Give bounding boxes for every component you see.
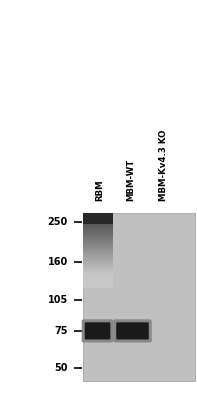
Text: MBM-WT: MBM-WT [126, 159, 136, 201]
Bar [83, 227, 113, 229]
Bar [83, 241, 113, 243]
Bar [83, 213, 113, 215]
Bar [83, 223, 113, 224]
Bar [83, 265, 113, 267]
Bar [83, 282, 113, 283]
Bar [83, 272, 113, 273]
FancyBboxPatch shape [85, 322, 110, 340]
Bar [83, 256, 113, 257]
Bar [83, 249, 113, 251]
Bar [83, 230, 113, 231]
Bar [83, 251, 113, 253]
Bar [83, 273, 113, 275]
Bar [83, 282, 113, 284]
Bar [83, 237, 113, 239]
Text: MBM-Kv4.3 KO: MBM-Kv4.3 KO [159, 130, 168, 201]
Bar [83, 284, 113, 286]
Bar [83, 286, 113, 288]
Bar [83, 245, 113, 246]
Bar [83, 234, 113, 235]
Bar [83, 276, 113, 278]
Bar [83, 255, 113, 257]
Bar [83, 266, 113, 267]
Bar [83, 214, 113, 216]
Bar [83, 247, 113, 248]
Bar [83, 264, 113, 266]
Bar [83, 278, 113, 279]
Bar [83, 228, 113, 230]
Bar [83, 242, 113, 243]
Bar [83, 235, 113, 237]
Bar [83, 215, 113, 217]
Bar [83, 243, 113, 245]
Bar [83, 249, 113, 250]
Bar [83, 263, 113, 264]
Bar [83, 269, 113, 270]
Bar [83, 221, 113, 222]
Bar [83, 232, 113, 233]
Bar [83, 225, 113, 227]
Bar [83, 248, 113, 249]
Bar [83, 237, 113, 238]
Text: 75: 75 [54, 326, 68, 336]
Bar [83, 240, 113, 242]
Bar [83, 270, 113, 271]
Bar [83, 281, 113, 282]
Bar [83, 231, 113, 233]
Bar [83, 233, 113, 234]
Bar [83, 261, 113, 263]
Text: 250: 250 [48, 217, 68, 227]
Text: 160: 160 [48, 257, 68, 267]
Bar [83, 220, 113, 221]
Bar [83, 218, 113, 219]
Bar [83, 238, 113, 240]
Bar [83, 225, 113, 226]
Bar [83, 271, 113, 272]
Bar [83, 257, 113, 258]
Bar [83, 216, 113, 218]
Bar [83, 213, 195, 381]
Bar [83, 213, 113, 224]
Bar [83, 252, 113, 254]
Bar [83, 244, 113, 245]
Bar [83, 217, 113, 219]
Text: 50: 50 [54, 363, 68, 373]
Bar [83, 273, 113, 274]
Bar [83, 246, 113, 247]
Bar [83, 254, 113, 255]
Bar [83, 263, 113, 265]
Bar [83, 280, 113, 281]
Bar [83, 285, 113, 287]
Bar [83, 284, 113, 285]
Bar [83, 275, 113, 276]
Text: RBM: RBM [95, 180, 104, 201]
Bar [83, 261, 113, 262]
FancyBboxPatch shape [116, 322, 149, 340]
Bar [83, 277, 113, 279]
Bar [83, 251, 113, 252]
Bar [83, 258, 113, 259]
Bar [83, 267, 113, 269]
Bar [83, 226, 113, 228]
Bar [83, 222, 113, 223]
FancyBboxPatch shape [82, 319, 113, 342]
Bar [83, 219, 113, 220]
Bar [83, 260, 113, 261]
Bar [83, 235, 113, 236]
Bar [83, 268, 113, 269]
FancyBboxPatch shape [113, 319, 152, 342]
Bar [83, 229, 113, 231]
Bar [83, 259, 113, 260]
Bar [83, 239, 113, 241]
Bar [83, 223, 113, 225]
Text: 105: 105 [48, 295, 68, 305]
Bar [83, 275, 113, 277]
Bar [83, 253, 113, 255]
Bar [83, 279, 113, 280]
